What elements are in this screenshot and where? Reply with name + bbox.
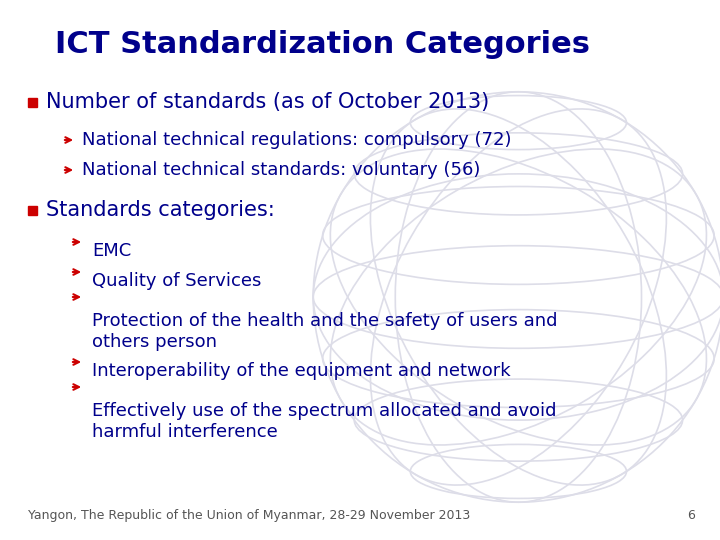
- Text: Quality of Services: Quality of Services: [92, 272, 261, 290]
- Text: 6: 6: [687, 509, 695, 522]
- Text: EMC: EMC: [92, 242, 131, 260]
- Text: Number of standards (as of October 2013): Number of standards (as of October 2013): [46, 92, 490, 112]
- Text: Yangon, The Republic of the Union of Myanmar, 28-29 November 2013: Yangon, The Republic of the Union of Mya…: [28, 509, 470, 522]
- Bar: [28, 98, 37, 106]
- Text: ICT Standardization Categories: ICT Standardization Categories: [55, 30, 590, 59]
- Text: Effectively use of the spectrum allocated and avoid
harmful interference: Effectively use of the spectrum allocate…: [92, 402, 557, 441]
- Text: National technical standards: voluntary (56): National technical standards: voluntary …: [82, 161, 480, 179]
- Bar: [28, 206, 37, 214]
- Text: Protection of the health and the safety of users and
others person: Protection of the health and the safety …: [92, 312, 557, 351]
- Text: Standards categories:: Standards categories:: [46, 200, 275, 220]
- Text: Interoperability of the equipment and network: Interoperability of the equipment and ne…: [92, 362, 510, 380]
- Text: National technical regulations: compulsory (72): National technical regulations: compulso…: [82, 131, 511, 149]
